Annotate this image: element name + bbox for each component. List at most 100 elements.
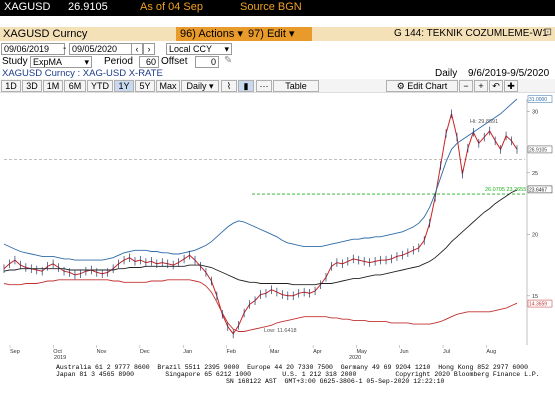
tab-1m[interactable]: 1M: [43, 80, 63, 92]
tab-ytd[interactable]: YTD: [87, 80, 113, 92]
edit-label: 97) Edit: [248, 28, 286, 40]
pencil-icon[interactable]: ✎: [224, 55, 233, 66]
upper-value-label-box: [527, 95, 553, 103]
chart-svg: 30 25 20 15 Sep Oct Nov Dec Jan Feb Mar Apr May Jun Ju…: [3, 95, 553, 361]
date-forward-button[interactable]: ›: [143, 43, 155, 55]
frequency-label: Daily: [435, 68, 458, 79]
crosshair-icon[interactable]: ✚: [504, 80, 518, 92]
line-chart-icon[interactable]: ⌇: [221, 80, 237, 92]
study-label: Study: [2, 56, 28, 67]
dropdown-arrow-icon: ▾: [285, 28, 295, 40]
high-annotation: Hi: 29.8591: [470, 119, 498, 125]
dropdown-arrow-icon: ▾: [206, 81, 214, 91]
table-button[interactable]: Table: [273, 80, 319, 92]
period-input[interactable]: 60: [139, 56, 159, 68]
offset-input[interactable]: 0: [195, 56, 219, 68]
edit-chart-button[interactable]: ⚙ Edit Chart: [386, 80, 458, 92]
x-tick-label: Aug: [486, 349, 496, 355]
security-name: XAGUSD Curncy: [3, 28, 88, 40]
actions-label: 96) Actions: [180, 28, 235, 40]
upper-band-line: [3, 98, 518, 261]
tab-1y[interactable]: 1Y: [114, 80, 134, 92]
resize-icon[interactable]: ⊡: [543, 27, 552, 38]
x-tick-label: Jul: [443, 349, 450, 355]
price-source: Source BGN: [240, 1, 302, 13]
daily-select[interactable]: Daily ▾: [181, 80, 219, 92]
offset-label: Offset: [161, 56, 188, 67]
ema-line: [3, 189, 518, 286]
ticker-bar: XAGUSD 26.9105 As of 04 Sep Source BGN: [0, 0, 555, 16]
upper-value-label: 31.0000: [529, 97, 547, 103]
copyright-footer: Australia 61 2 9777 8600 Brazil 5511 239…: [56, 364, 540, 385]
actions-menu[interactable]: 96) Actions ▾: [176, 27, 246, 41]
edit-menu[interactable]: 97) Edit ▾: [244, 27, 314, 41]
as-of-date: As of 04 Sep: [140, 1, 203, 13]
currency-value: Local CCY: [169, 44, 213, 54]
price-value-label: 26.9105: [529, 147, 547, 153]
chart-settings-icon[interactable]: ⋯: [256, 80, 272, 92]
year-label: 2020: [349, 355, 361, 361]
chevron-left-icon: ‹: [135, 44, 139, 54]
period-label: Period: [104, 56, 133, 67]
security-field[interactable]: XAGUSD Curncy: [0, 27, 180, 41]
dropdown-arrow-icon: ▾: [84, 57, 89, 67]
toolbar-spacer: [0, 16, 555, 28]
y-tick-label: 20: [532, 232, 538, 238]
low-annotation: Low: 11.6418: [264, 328, 297, 334]
lower-value-label: 14.3659: [529, 302, 547, 308]
date-separator: -: [63, 43, 67, 54]
tab-6m[interactable]: 6M: [64, 80, 86, 92]
x-tick-label: Dec: [140, 349, 150, 355]
dropdown-arrow-icon: ▾: [234, 28, 243, 40]
x-tick-label: Apr: [313, 349, 322, 355]
chevron-right-icon: ›: [147, 44, 151, 54]
lower-band-line: [3, 279, 518, 332]
x-tick-label: Mar: [270, 349, 280, 355]
x-tick-label: Feb: [227, 349, 236, 355]
footer-line-1: Australia 61 2 9777 8600 Brazil 5511 239…: [56, 364, 528, 371]
year-label: 2019: [54, 355, 66, 361]
x-tick-label: Nov: [97, 349, 107, 355]
ema-value-label: 23.6467: [529, 187, 547, 193]
security-subtitle: XAGUSD Curncy : XAG-USD X-RATE: [2, 68, 163, 79]
tab-max[interactable]: Max: [156, 80, 180, 92]
date-span: 9/6/2019-9/5/2020: [468, 68, 550, 79]
y-tick-label: 15: [532, 294, 538, 300]
dropdown-arrow-icon: ▾: [224, 44, 229, 54]
tab-3d[interactable]: 3D: [22, 80, 42, 92]
x-tick-label: Oct: [53, 349, 62, 355]
footer-line-3: SN 168122 AST GMT+3:00 G625-3806-1 05-Se…: [226, 378, 445, 385]
level-label: 26.0705 23.2655: [485, 187, 526, 193]
footer-line-2: Japan 81 3 4565 8900 Singapore 65 6212 1…: [56, 371, 540, 378]
x-tick-label: Sep: [10, 349, 20, 355]
undo-icon[interactable]: ↶: [489, 80, 503, 92]
currency-select[interactable]: Local CCY ▾: [166, 43, 232, 55]
page-title-bar: G 144: TEKNIK COZUMLEME-W1 ⊡: [312, 27, 555, 41]
end-date-input[interactable]: 09/05/2020: [69, 43, 133, 55]
study-select[interactable]: ExpMA ▾: [30, 56, 92, 68]
tab-1d[interactable]: 1D: [1, 80, 21, 92]
price-line: [3, 113, 518, 335]
y-tick-label: 25: [532, 171, 538, 177]
x-tick-label: Jun: [400, 349, 409, 355]
price-chart[interactable]: 30 25 20 15 Sep Oct Nov Dec Jan Feb Mar Apr May Jun Ju…: [0, 92, 555, 365]
price-value-label-box: [527, 145, 553, 154]
x-tick-label: Jan: [183, 349, 192, 355]
candle-chart-icon[interactable]: ▮: [238, 80, 254, 92]
start-date-input[interactable]: 09/06/2019: [1, 43, 65, 55]
edit-chart-label: Edit Chart: [407, 81, 448, 91]
daily-label: Daily: [186, 81, 207, 91]
ema-value-label-box: [527, 185, 553, 194]
date-back-button[interactable]: ‹: [131, 43, 143, 55]
tab-5y[interactable]: 5Y: [135, 80, 155, 92]
y-tick-label: 30: [532, 109, 538, 115]
ticker-symbol: XAGUSD: [4, 1, 51, 13]
lower-value-label-box: [527, 299, 553, 308]
edit-chart-icon: ⚙: [396, 81, 408, 91]
study-value: ExpMA: [33, 57, 63, 67]
x-tick-label: May: [356, 349, 367, 355]
zoom-in-icon[interactable]: +: [474, 80, 488, 92]
zoom-out-icon[interactable]: −: [459, 80, 473, 92]
page-title: G 144: TEKNIK COZUMLEME-W1: [394, 28, 548, 39]
last-price: 26.9105: [68, 1, 108, 13]
